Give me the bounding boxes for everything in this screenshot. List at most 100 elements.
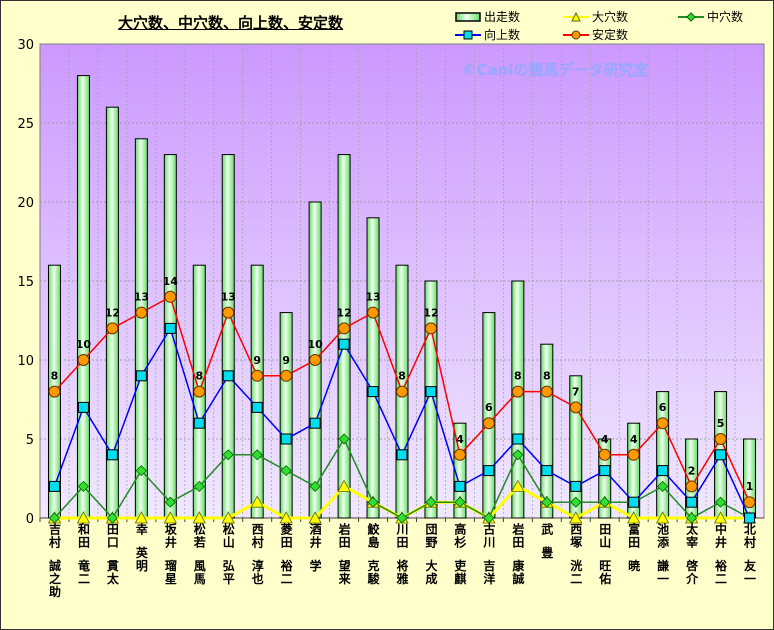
bar-出走数 <box>453 422 467 519</box>
data-label: 8 <box>514 370 522 383</box>
x-tick-label: 西村 淳也 <box>250 523 265 586</box>
marker-向上数 <box>106 449 118 461</box>
y-tick-label: 5 <box>26 433 34 448</box>
marker-安定数 <box>106 322 119 335</box>
marker-大穴数 <box>192 511 206 524</box>
data-label: 2 <box>688 464 696 477</box>
marker-向上数 <box>251 401 263 413</box>
x-tick-label: 酒井 学 <box>308 523 323 573</box>
marker-安定数 <box>424 322 437 335</box>
data-label: 9 <box>253 354 261 367</box>
marker-向上数 <box>309 417 321 429</box>
marker-向上数 <box>599 465 611 477</box>
marker-中穴数 <box>454 496 466 508</box>
bar-出走数 <box>337 154 351 519</box>
data-label: 8 <box>51 370 59 383</box>
bar-出走数 <box>134 138 148 519</box>
marker-向上数 <box>396 449 408 461</box>
marker-向上数 <box>48 480 60 492</box>
marker-大穴数 <box>713 511 728 524</box>
marker-中穴数 <box>251 449 263 461</box>
marker-安定数 <box>77 354 90 366</box>
marker-向上数 <box>193 417 205 429</box>
x-tick-label: 太宰 啓介 <box>684 523 699 586</box>
legend-label: 安定数 <box>592 28 629 42</box>
x-tick-label: 幸 英明 <box>134 523 149 573</box>
data-label: 8 <box>195 370 203 383</box>
x-tick-label: 坂井 瑠星 <box>163 523 178 586</box>
x-tick-label: 川田 将雅 <box>395 523 409 586</box>
marker-中穴数 <box>512 449 524 461</box>
data-label: 4 <box>456 433 464 446</box>
x-tick-label: 鮫島 克駿 <box>366 523 381 586</box>
marker-向上数 <box>483 465 495 477</box>
marker-安定数 <box>251 369 264 382</box>
bar-出走数 <box>279 312 293 519</box>
marker-安定数 <box>627 448 640 461</box>
marker-大穴数 <box>221 511 235 524</box>
marker-向上数 <box>686 496 698 508</box>
marker-安定数 <box>280 369 293 382</box>
x-tick-label: 西塚 洸二 <box>568 523 583 586</box>
data-label: 1 <box>746 480 754 493</box>
marker-中穴数 <box>425 496 437 508</box>
marker-向上数 <box>367 386 379 398</box>
legend-label: 大穴数 <box>592 10 629 24</box>
data-label: 13 <box>221 291 236 304</box>
x-tick-label: 田山 旺佑 <box>597 523 612 586</box>
y-tick-label: 0 <box>26 512 34 527</box>
bar-出走数 <box>76 75 90 519</box>
x-tick-label: 中井 裕二 <box>713 523 728 586</box>
data-label: 9 <box>282 354 290 367</box>
marker-中穴数 <box>77 480 90 492</box>
marker-向上数 <box>512 433 524 445</box>
marker-安定数 <box>338 322 351 335</box>
marker-安定数 <box>309 354 322 366</box>
marker-大穴数 <box>337 479 351 492</box>
bar-出走数 <box>250 264 264 519</box>
marker-安定数 <box>511 385 524 398</box>
data-label: 10 <box>76 338 92 351</box>
marker-中穴数 <box>48 512 61 524</box>
marker-向上数 <box>744 512 756 524</box>
marker-中穴数 <box>686 512 698 524</box>
marker-中穴数 <box>570 496 582 508</box>
marker-中穴数 <box>280 465 292 477</box>
marker-向上数 <box>570 480 582 492</box>
marker-中穴数 <box>309 480 321 492</box>
y-tick-label: 25 <box>17 117 34 132</box>
x-tick-label: 団野 大成 <box>423 523 438 586</box>
marker-中穴数 <box>106 512 118 524</box>
x-tick-label: 武 豊 <box>539 523 554 560</box>
y-tick-label: 10 <box>17 354 34 369</box>
data-label: 12 <box>423 306 438 319</box>
data-label: 8 <box>398 370 406 383</box>
x-tick-label: 吉村 誠之助 <box>47 523 62 599</box>
x-tick-label: 松山 弘平 <box>221 523 236 586</box>
bar-出走数 <box>221 154 235 519</box>
marker-安定数 <box>714 433 727 445</box>
data-label: 14 <box>163 275 179 288</box>
marker-向上数 <box>338 338 350 350</box>
legend-item: 向上数 <box>455 26 520 43</box>
legend-triangle-icon <box>563 11 589 21</box>
legend-item: 中穴数 <box>678 8 743 25</box>
marker-大穴数 <box>250 495 264 508</box>
marker-向上数 <box>164 322 176 334</box>
data-label: 12 <box>336 306 351 319</box>
legend-item: 大穴数 <box>563 8 628 25</box>
marker-大穴数 <box>627 511 641 524</box>
marker-大穴数 <box>569 511 583 524</box>
marker-向上数 <box>715 449 727 461</box>
data-label: 8 <box>543 370 551 383</box>
marker-中穴数 <box>164 496 176 508</box>
marker-安定数 <box>193 385 206 398</box>
marker-中穴数 <box>222 449 234 461</box>
marker-大穴数 <box>76 511 91 524</box>
x-tick-label: 菱田 裕二 <box>279 523 294 586</box>
x-tick-label: 富田 暁 <box>626 523 641 573</box>
marker-中穴数 <box>135 465 147 477</box>
marker-中穴数 <box>541 496 553 508</box>
marker-中穴数 <box>338 433 350 445</box>
